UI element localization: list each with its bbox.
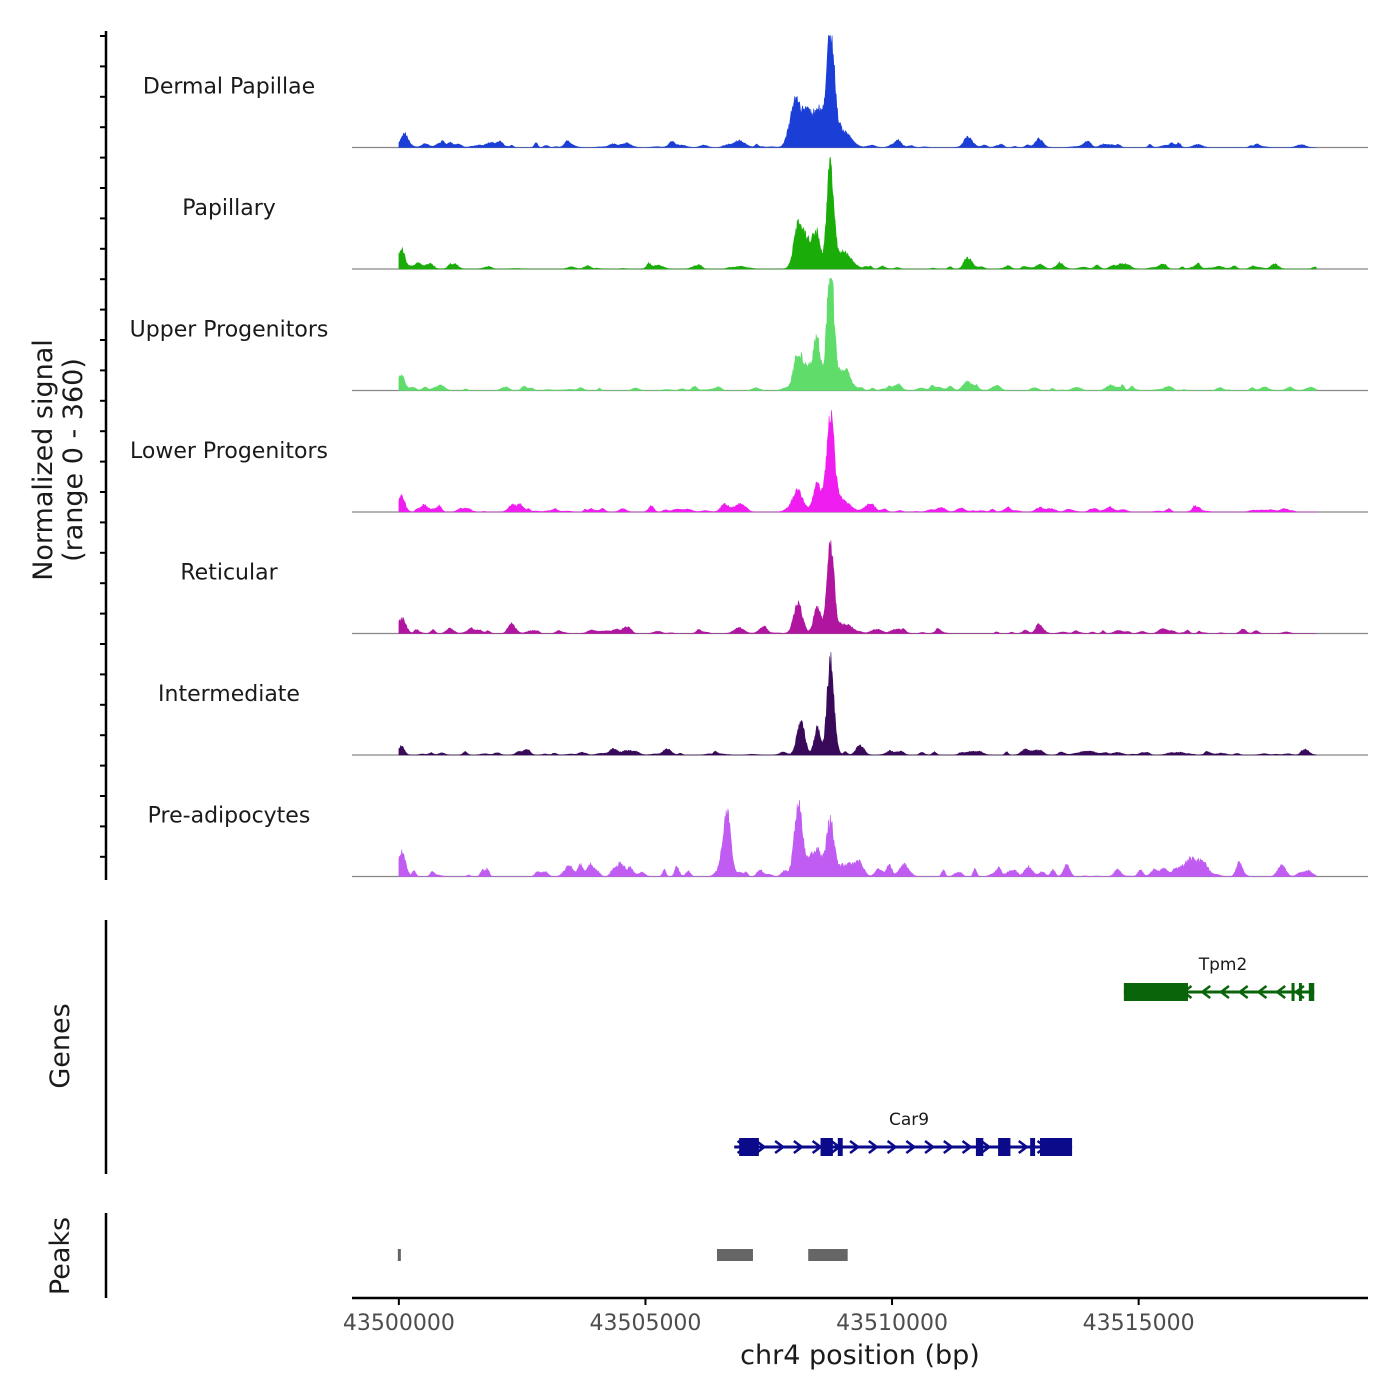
track-label: Dermal Papillae	[143, 75, 315, 100]
x-axis-title: chr4 position (bp)	[740, 1340, 980, 1371]
strand-arrow-icon	[849, 1140, 861, 1154]
gene-exon	[1030, 1138, 1036, 1156]
gene-exon	[837, 1138, 843, 1156]
track-papillary: Papillary	[182, 156, 1368, 270]
gene-exon	[1040, 1138, 1073, 1156]
gene-exon	[739, 1138, 759, 1156]
track-label: Papillary	[182, 196, 276, 221]
signal-area	[398, 410, 1317, 513]
peak-regions	[397, 1249, 848, 1261]
x-tick-label: 43505000	[589, 1311, 701, 1336]
coverage-y-ticks	[100, 35, 106, 858]
y-axis-title-line1: Normalized signal	[28, 339, 59, 581]
strand-arrow-icon	[868, 1140, 879, 1154]
track-label: Reticular	[180, 561, 278, 586]
signal-area	[398, 540, 1317, 634]
gene-tpm2: Tpm2	[1123, 955, 1315, 1001]
track-upper-progenitors: Upper Progenitors	[130, 278, 1368, 392]
peak-region-bar	[808, 1249, 848, 1261]
gene-exon	[820, 1138, 833, 1156]
coverage-tracks: Dermal Papillae Papillary Upper Progenitor…	[130, 34, 1368, 878]
track-lower-progenitors: Lower Progenitors	[130, 410, 1368, 513]
gene-exon	[1298, 983, 1302, 1001]
strand-arrow-icon	[1275, 985, 1286, 999]
strand-arrow-icon	[1256, 985, 1268, 999]
signal-area	[398, 156, 1317, 270]
track-label: Intermediate	[158, 682, 300, 707]
peaks-track-label: Peaks	[45, 1217, 76, 1295]
peak-region-bar	[397, 1249, 401, 1261]
strand-arrow-icon	[1218, 985, 1230, 999]
gene-exon	[975, 1138, 984, 1156]
gene-exon	[1308, 983, 1315, 1001]
strand-arrow-icon	[924, 1140, 936, 1154]
genes-track-label: Genes	[45, 1003, 76, 1088]
strand-arrow-icon	[774, 1140, 786, 1154]
strand-arrow-icon	[793, 1140, 804, 1154]
x-axis-ticks: 43500000 43505000 43510000 43515000	[343, 1298, 1195, 1336]
signal-area	[398, 652, 1317, 756]
track-reticular: Reticular	[180, 540, 1368, 635]
strand-arrow-icon	[943, 1140, 954, 1154]
strand-arrow-icon	[1237, 985, 1249, 999]
gene-exon	[1291, 983, 1295, 1001]
strand-arrow-icon	[980, 1140, 992, 1154]
signal-area	[398, 278, 1317, 391]
strand-arrow-icon	[755, 1140, 767, 1154]
gene-car9: Car9	[734, 1110, 1073, 1156]
gene-exon	[998, 1138, 1011, 1156]
track-intermediate: Intermediate	[158, 652, 1368, 756]
track-dermal-papillae: Dermal Papillae	[143, 34, 1368, 149]
gene-annotations: Car9 Tpm2	[734, 955, 1315, 1156]
gene-label: Car9	[889, 1110, 929, 1130]
x-tick-label: 43510000	[836, 1311, 948, 1336]
peak-region-bar	[716, 1249, 753, 1261]
y-axis-title-line2: (range 0 - 360)	[58, 358, 89, 562]
track-label: Lower Progenitors	[130, 439, 328, 464]
strand-arrow-icon	[1200, 985, 1211, 999]
gene-label: Tpm2	[1198, 955, 1248, 975]
x-tick-label: 43515000	[1083, 1311, 1195, 1336]
strand-arrow-icon	[1018, 1140, 1029, 1154]
signal-area	[398, 799, 1317, 877]
track-pre-adipocytes: Pre-adipocytes	[148, 799, 1368, 878]
strand-arrow-icon	[905, 1140, 917, 1154]
gene-exon	[1123, 983, 1188, 1001]
track-label: Upper Progenitors	[130, 318, 329, 343]
track-label: Pre-adipocytes	[148, 804, 311, 829]
strand-arrow-icon	[886, 1140, 898, 1154]
x-tick-label: 43500000	[343, 1311, 455, 1336]
signal-area	[398, 34, 1317, 148]
strand-arrow-icon	[961, 1140, 973, 1154]
